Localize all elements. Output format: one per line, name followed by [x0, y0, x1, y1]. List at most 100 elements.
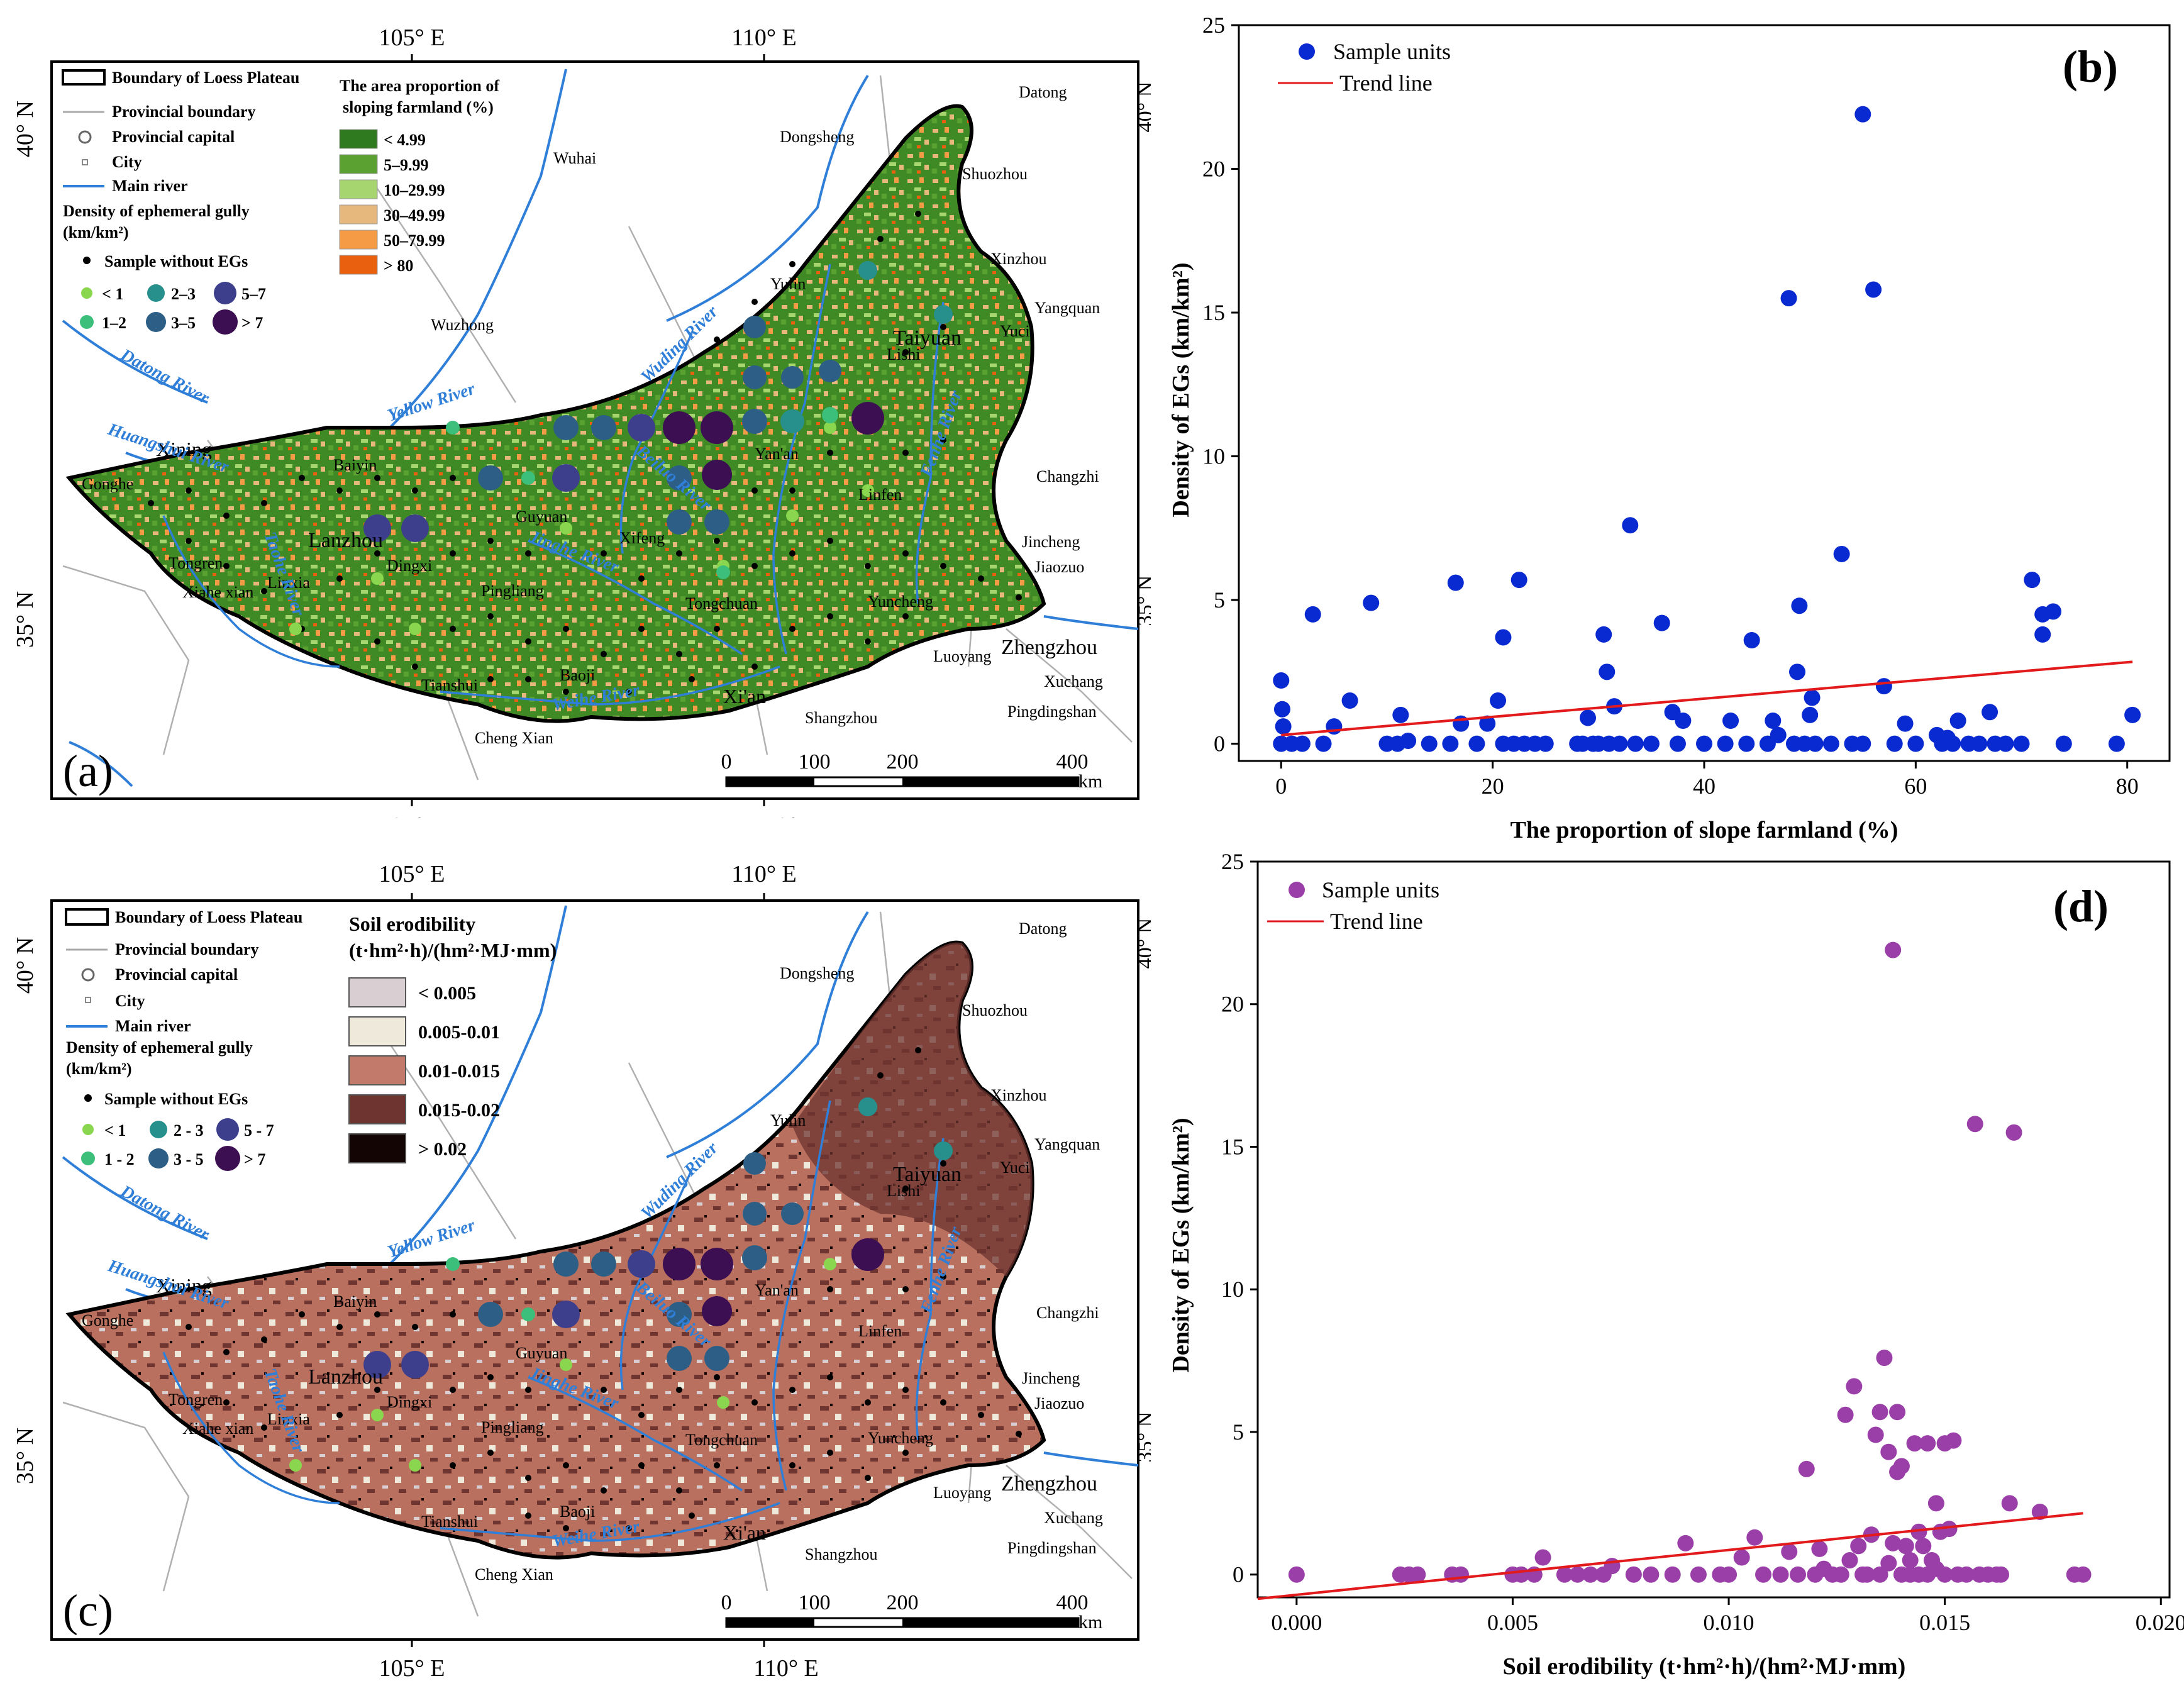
data-point	[1854, 735, 1871, 752]
chart-panel-d: 0.000 0.005 0.010 0.015 0.020 0 5 10 15 20 25 Samp…	[1151, 843, 2184, 1695]
data-point	[1400, 733, 1417, 750]
lat-tick-a-left-35: 35° N	[12, 591, 38, 648]
place-guyuan: Guyuan	[516, 508, 567, 526]
legend-class-5-7: 5–7	[241, 285, 266, 303]
data-point	[2031, 1503, 2048, 1520]
place-c-xiahe: Xiahe xian	[182, 1419, 253, 1438]
legend-soil-1: 0.005-0.01	[418, 1022, 500, 1043]
data-point	[1315, 735, 1332, 752]
data-point	[1580, 709, 1596, 726]
chart-panel-b: 0 20 40 60 80 0 5 10 15 20 25 Sample units Trend l…	[1151, 0, 2184, 843]
place-c-yanan: Yan'an	[755, 1281, 799, 1299]
legend-prop-2: 10–29.99	[384, 181, 445, 199]
y-tick-label: 15	[1221, 1134, 1244, 1159]
legend-class-gt7: > 7	[241, 314, 263, 332]
legend-proportion-title-2: sloping farmland (%)	[343, 98, 494, 116]
place-c-changzhi: Changzhi	[1036, 1304, 1099, 1322]
data-point	[1772, 1566, 1789, 1583]
y-tick-label: 10	[1202, 444, 1225, 469]
panel-label-c: (c)	[63, 1585, 113, 1636]
scale-a-400: 400	[1056, 750, 1089, 774]
data-point	[1643, 735, 1660, 752]
legend-c-boundary: Boundary of Loess Plateau	[115, 908, 302, 926]
scale-a-0: 0	[721, 750, 732, 774]
data-point	[1927, 1495, 1944, 1512]
x-tick-label: 40	[1693, 774, 1716, 799]
legend-c-main-river: Main river	[115, 1017, 191, 1035]
data-point	[1690, 1566, 1707, 1583]
data-point	[1643, 1566, 1660, 1583]
data-point	[1468, 735, 1485, 752]
data-point	[1841, 1552, 1858, 1569]
place-tongchuan: Tongchuan	[685, 594, 758, 613]
data-point	[1804, 689, 1821, 706]
data-point	[1858, 1566, 1875, 1583]
legend-prop-1: 5–9.99	[384, 156, 429, 174]
data-point	[1944, 735, 1961, 752]
legend-c-class-2-3: 2 - 3	[174, 1121, 204, 1140]
legend-density-unit: (km/km²)	[63, 223, 129, 241]
data-point	[2001, 1495, 2018, 1512]
data-point	[1625, 1566, 1642, 1583]
legend-provincial-capital: Provincial capital	[112, 128, 235, 146]
scale-a-200: 200	[887, 750, 919, 774]
y-tick-label: 25	[1221, 849, 1244, 874]
scale-c-unit: km	[1078, 1612, 1102, 1633]
data-point	[1677, 1534, 1694, 1551]
data-point	[1721, 1566, 1738, 1583]
legend-soil-0: < 0.005	[418, 983, 476, 1004]
place-c-shuozhou: Shuozhou	[962, 1001, 1028, 1019]
data-point	[1791, 597, 1808, 614]
y-tick-label: 25	[1202, 13, 1225, 38]
legend-boundary: Boundary of Loess Plateau	[112, 69, 299, 87]
loess-plateau-c	[65, 940, 1046, 1560]
place-c-yulin: Yulin	[770, 1111, 806, 1129]
scale-a-100: 100	[799, 750, 831, 774]
legend-c-class-1-2: 1 - 2	[104, 1150, 135, 1168]
place-c-dingxi: Dingxi	[387, 1393, 432, 1411]
data-point	[1746, 1529, 1763, 1546]
data-point	[1765, 713, 1782, 730]
legend-city: City	[112, 153, 142, 171]
place-changzhi: Changzhi	[1036, 467, 1099, 486]
legend-b-marker	[1299, 43, 1315, 60]
x-tick-label: 0.020	[2136, 1610, 2184, 1635]
place-c-zhengzhou: Zhengzhou	[1001, 1472, 1097, 1495]
data-point	[2034, 626, 2051, 643]
place-c-datong: Datong	[1019, 919, 1067, 938]
place-lanzhou: Lanzhou	[308, 529, 383, 552]
place-c-baiyin: Baiyin	[333, 1292, 377, 1311]
place-luoyang: Luoyang	[933, 647, 991, 665]
x-tick-label: 80	[2116, 774, 2139, 799]
data-point	[1595, 626, 1612, 643]
data-point	[1966, 1116, 1983, 1133]
data-point	[1569, 1566, 1586, 1583]
place-c-xuchang: Xuchang	[1044, 1509, 1103, 1527]
data-point	[2005, 1124, 2022, 1141]
data-point	[1902, 1552, 1919, 1569]
place-c-dongsheng: Dongsheng	[780, 964, 854, 982]
data-point	[1886, 735, 1903, 752]
place-c-baoji: Baoji	[560, 1502, 595, 1521]
data-point	[1664, 1566, 1681, 1583]
x-tick-label: 0	[1275, 774, 1287, 799]
place-shangzhou: Shangzhou	[805, 709, 878, 727]
legend-b-sample: Sample units	[1333, 39, 1451, 64]
data-point	[1837, 1406, 1854, 1423]
data-point	[1733, 1549, 1750, 1566]
place-c-luoyang: Luoyang	[933, 1484, 991, 1502]
inner-rivers-a	[162, 264, 945, 706]
data-point	[1897, 1538, 1914, 1555]
place-linxia: Linxia	[267, 574, 310, 592]
data-point	[1910, 1523, 1927, 1540]
lat-tick-a-right-35: 35° N	[1134, 575, 1151, 626]
data-point	[2124, 706, 2141, 723]
map-c-svg: 105° E 110° E 105° E 110° E 40° N 35° N …	[12, 861, 1157, 1682]
data-point	[1832, 1566, 1849, 1583]
place-linfen: Linfen	[858, 486, 902, 504]
data-point	[1885, 1534, 1902, 1551]
map-panel-c: 105° E 110° E 105° E 110° E 40° N 35° N …	[0, 836, 1157, 1695]
legend-c-city: City	[115, 992, 145, 1010]
place-c-linxia: Linxia	[267, 1410, 310, 1428]
data-point	[1537, 735, 1554, 752]
